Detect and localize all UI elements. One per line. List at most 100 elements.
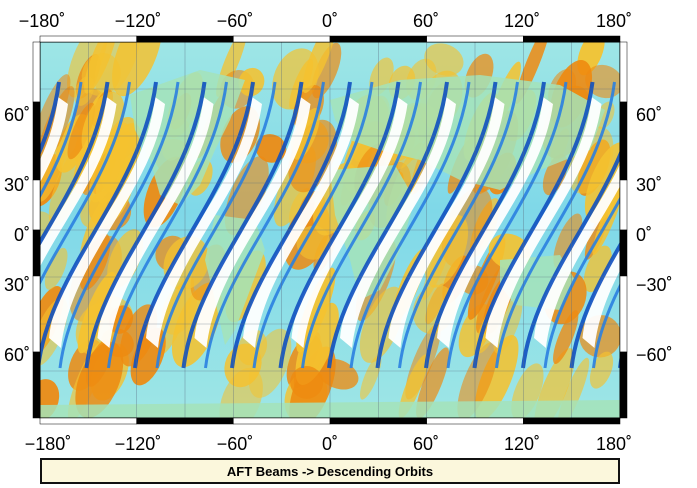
coverage-gap <box>291 97 408 348</box>
bottom-lon-label: 60˚ <box>413 434 439 454</box>
frame-segment <box>32 275 41 353</box>
frame-segment <box>619 101 628 181</box>
coverage-gap <box>437 97 553 348</box>
frame-segment <box>136 35 234 43</box>
bottom-lon-label: 180˚ <box>596 434 632 454</box>
wind-patch <box>290 365 324 399</box>
wind-patch <box>302 42 337 93</box>
swath-edge <box>691 82 697 368</box>
wind-patch <box>44 247 68 290</box>
swath-edge <box>327 81 449 369</box>
frame-segment <box>233 35 331 43</box>
frame-segment <box>426 417 524 425</box>
frame-segment <box>619 41 628 103</box>
frame-segment <box>32 179 41 231</box>
frame-segment <box>329 417 427 425</box>
coverage-gap <box>40 97 68 183</box>
bottom-lon-label: −180˚ <box>25 434 72 454</box>
bottom-lon-label: −60˚ <box>217 434 254 454</box>
swath-edge <box>155 81 277 369</box>
satellite-swaths <box>40 81 697 369</box>
map-area <box>40 42 697 418</box>
frame-segment <box>426 35 524 43</box>
frame-segment <box>39 35 137 43</box>
frame-segment <box>619 275 628 353</box>
swath-edge <box>669 82 697 368</box>
frame-segment <box>39 417 137 425</box>
wind-patch <box>67 42 108 98</box>
frame-segment <box>523 417 621 425</box>
caption-box: AFT Beams -> Descending Orbits <box>40 458 620 484</box>
coverage-gap <box>485 97 602 348</box>
wind-patch <box>224 156 269 236</box>
left-lat-label: 60˚ <box>4 105 30 125</box>
coverage-gap <box>582 246 620 348</box>
bottom-lon-label: −120˚ <box>115 434 162 454</box>
coverage-gap <box>534 164 620 348</box>
left-lat-label: 0˚ <box>14 225 30 245</box>
right-lat-label: −60˚ <box>636 345 673 365</box>
top-lon-labels: −180˚ −120˚ −60˚ 0˚ 60˚ 120˚ 180˚ <box>19 11 632 31</box>
africa <box>330 165 415 300</box>
top-lon-label: 0˚ <box>322 11 338 31</box>
frame-segment <box>619 351 628 419</box>
right-lat-label: 0˚ <box>636 225 652 245</box>
frame-segment <box>233 417 331 425</box>
wind-patch <box>311 42 342 99</box>
bottom-lon-label: 120˚ <box>504 434 540 454</box>
swath-edge <box>349 81 471 369</box>
wind-patch <box>416 347 450 418</box>
frame-segment <box>619 229 628 277</box>
swath-edge <box>40 81 131 286</box>
swath-edge <box>569 241 620 369</box>
swath-edge <box>424 81 546 369</box>
swath-edge <box>40 81 158 369</box>
swath-edge <box>40 81 110 247</box>
top-lon-label: 180˚ <box>596 11 632 31</box>
frame-segment <box>523 35 621 43</box>
bottom-lon-labels: −180˚ −120˚ −60˚ 0˚ 60˚ 120˚ 180˚ <box>25 434 632 454</box>
coverage-gap <box>146 97 262 348</box>
left-lat-label: 60˚ <box>4 345 30 365</box>
swath-edge <box>398 81 519 369</box>
frame-segment <box>619 179 628 231</box>
frame-segment <box>32 41 41 103</box>
top-lon-label: −60˚ <box>217 11 254 31</box>
bottom-lon-label: 0˚ <box>322 434 338 454</box>
left-lat-label: 30˚ <box>4 275 30 295</box>
swath-edge <box>495 81 616 369</box>
wind-patch <box>295 302 339 385</box>
swath-edge <box>40 81 83 199</box>
right-lat-label: −30˚ <box>636 275 673 295</box>
swath-edge <box>543 196 620 369</box>
coverage-gap <box>49 97 165 348</box>
swath-edge <box>446 81 568 369</box>
swath-edge <box>181 81 304 369</box>
frame-segment <box>329 35 427 43</box>
swath-edge <box>592 282 620 369</box>
coverage-gaps <box>40 97 697 348</box>
right-lat-label: 60˚ <box>636 105 662 125</box>
swath-edge <box>521 149 620 369</box>
swath-edge <box>301 81 422 369</box>
graticule <box>40 42 620 418</box>
coverage-gap <box>680 97 697 348</box>
wind-patch <box>457 342 498 418</box>
wind-patch <box>542 154 568 196</box>
left-lat-labels: 60˚ 30˚ 0˚ 30˚ 60˚ <box>4 105 30 365</box>
wind-patch <box>583 245 612 293</box>
coverage-gap <box>97 97 214 348</box>
frame-segment <box>32 101 41 181</box>
top-lon-label: 120˚ <box>504 11 540 31</box>
left-lat-label: 30˚ <box>4 175 30 195</box>
coverage-gap <box>194 97 311 348</box>
swath-edge <box>230 81 352 369</box>
swath-edge <box>133 81 255 369</box>
wind-patch <box>553 213 583 269</box>
right-lat-labels: 60˚ 30˚ 0˚ −30˚ −60˚ <box>636 105 673 365</box>
frame-segment <box>32 351 41 419</box>
map-frame <box>32 35 628 425</box>
swath-edge <box>252 81 374 369</box>
top-lon-label: −120˚ <box>115 11 162 31</box>
swath-edge <box>84 81 207 369</box>
